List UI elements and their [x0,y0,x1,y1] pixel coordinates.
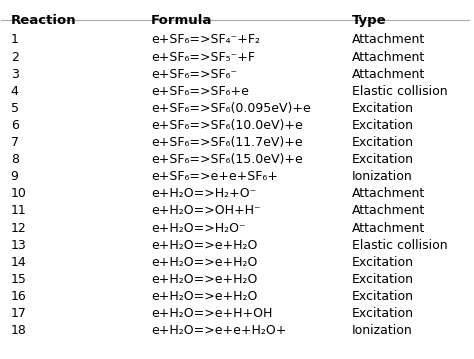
Text: Excitation: Excitation [352,273,414,286]
Text: e+SF₆=>SF₆(15.0eV)+e: e+SF₆=>SF₆(15.0eV)+e [151,153,303,166]
Text: Reaction: Reaction [11,14,76,27]
Text: 7: 7 [11,136,19,149]
Text: e+H₂O=>e+e+H₂O+: e+H₂O=>e+e+H₂O+ [151,324,286,337]
Text: e+SF₆=>SF₄⁻+F₂: e+SF₆=>SF₄⁻+F₂ [151,33,260,46]
Text: Excitation: Excitation [352,256,414,269]
Text: Attachment: Attachment [352,204,425,218]
Text: Ionization: Ionization [352,324,413,337]
Text: Attachment: Attachment [352,187,425,200]
Text: 1: 1 [11,33,18,46]
Text: e+H₂O=>H₂O⁻: e+H₂O=>H₂O⁻ [151,222,246,234]
Text: 2: 2 [11,51,18,64]
Text: Excitation: Excitation [352,290,414,303]
Text: e+H₂O=>e+H₂O: e+H₂O=>e+H₂O [151,239,257,252]
Text: Excitation: Excitation [352,307,414,320]
Text: 13: 13 [11,239,27,252]
Text: e+H₂O=>e+H₂O: e+H₂O=>e+H₂O [151,273,257,286]
Text: 6: 6 [11,119,18,132]
Text: Excitation: Excitation [352,136,414,149]
Text: Formula: Formula [151,14,212,27]
Text: e+H₂O=>e+H₂O: e+H₂O=>e+H₂O [151,290,257,303]
Text: e+H₂O=>H₂+O⁻: e+H₂O=>H₂+O⁻ [151,187,256,200]
Text: e+SF₆=>SF₆⁻: e+SF₆=>SF₆⁻ [151,67,237,81]
Text: Excitation: Excitation [352,153,414,166]
Text: 9: 9 [11,170,18,183]
Text: 8: 8 [11,153,19,166]
Text: e+SF₆=>SF₅⁻+F: e+SF₆=>SF₅⁻+F [151,51,255,64]
Text: e+H₂O=>OH+H⁻: e+H₂O=>OH+H⁻ [151,204,261,218]
Text: Ionization: Ionization [352,170,413,183]
Text: 5: 5 [11,102,19,115]
Text: Attachment: Attachment [352,222,425,234]
Text: 11: 11 [11,204,27,218]
Text: e+H₂O=>e+H₂O: e+H₂O=>e+H₂O [151,256,257,269]
Text: e+SF₆=>SF₆(10.0eV)+e: e+SF₆=>SF₆(10.0eV)+e [151,119,303,132]
Text: 15: 15 [11,273,27,286]
Text: Elastic collision: Elastic collision [352,239,447,252]
Text: Excitation: Excitation [352,102,414,115]
Text: Attachment: Attachment [352,67,425,81]
Text: e+SF₆=>SF₆+e: e+SF₆=>SF₆+e [151,85,249,98]
Text: Attachment: Attachment [352,33,425,46]
Text: Elastic collision: Elastic collision [352,85,447,98]
Text: Excitation: Excitation [352,119,414,132]
Text: Type: Type [352,14,387,27]
Text: 14: 14 [11,256,27,269]
Text: 17: 17 [11,307,27,320]
Text: 16: 16 [11,290,27,303]
Text: Attachment: Attachment [352,51,425,64]
Text: e+SF₆=>SF₆(0.095eV)+e: e+SF₆=>SF₆(0.095eV)+e [151,102,311,115]
Text: 18: 18 [11,324,27,337]
Text: 3: 3 [11,67,18,81]
Text: 4: 4 [11,85,18,98]
Text: 10: 10 [11,187,27,200]
Text: 12: 12 [11,222,27,234]
Text: e+H₂O=>e+H+OH: e+H₂O=>e+H+OH [151,307,273,320]
Text: e+SF₆=>e+e+SF₆+: e+SF₆=>e+e+SF₆+ [151,170,278,183]
Text: e+SF₆=>SF₆(11.7eV)+e: e+SF₆=>SF₆(11.7eV)+e [151,136,302,149]
